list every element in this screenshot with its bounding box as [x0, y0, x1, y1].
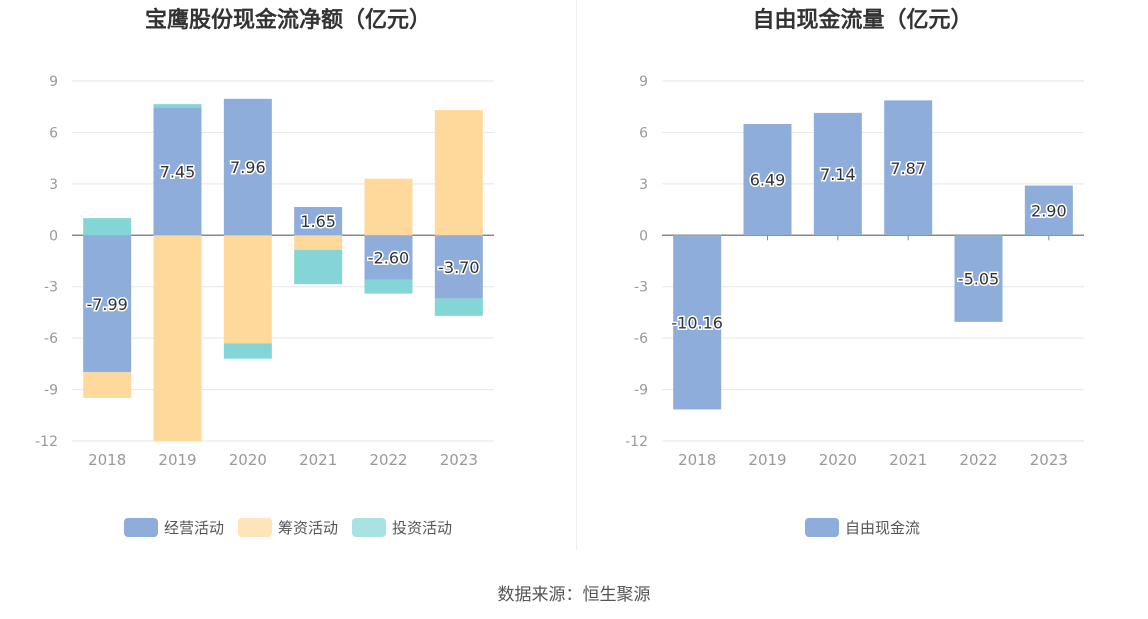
cashflow-chart-plot: 9 6 3 0 -3 -6 -9 -12 2018 2019 2020 2021 2022 2023 -7.…	[35, 74, 494, 469]
x-tick-label: 2020	[819, 451, 857, 469]
x-tick-label: 2019	[158, 451, 196, 469]
data-label: 7.45	[160, 162, 196, 181]
legend-label: 经营活动	[163, 519, 224, 537]
legend-swatch	[237, 518, 272, 537]
data-label: -2.60	[368, 249, 409, 268]
bar-投资活动-2022	[364, 279, 413, 294]
y-tick-label: -12	[35, 434, 58, 450]
legend-item[interactable]: 经营活动	[123, 517, 224, 538]
y-tick-label: -12	[625, 434, 648, 450]
bar-筹资活动-2018	[83, 372, 132, 398]
bar-经营活动-2019	[153, 107, 202, 236]
data-label: -5.05	[958, 270, 999, 289]
legend-item[interactable]: 投资活动	[352, 517, 452, 538]
x-tick-label: 2021	[299, 451, 337, 469]
legend-item[interactable]: 自由现金流	[804, 517, 920, 538]
data-label: -10.16	[671, 313, 723, 332]
bar-筹资活动-2022	[364, 178, 413, 236]
x-tick-label: 2021	[889, 451, 927, 469]
data-label: -7.99	[86, 295, 127, 314]
y-tick-label: 0	[49, 228, 58, 244]
legend-item[interactable]: 筹资活动	[237, 517, 338, 538]
data-source-note: 数据来源：恒生聚源	[497, 585, 651, 605]
legend-swatch	[123, 518, 158, 537]
x-tick-label: 2019	[748, 451, 786, 469]
bar-经营活动-2021	[294, 207, 343, 236]
bar-自由现金流-2021	[884, 100, 933, 236]
y-tick-label: 3	[49, 177, 58, 193]
x-tick-label: 2018	[88, 451, 126, 469]
bar-经营活动-2022	[364, 235, 413, 280]
legend-swatch	[352, 518, 386, 537]
y-tick-label: -9	[44, 383, 58, 399]
y-tick-label: 9	[49, 74, 58, 90]
data-label: 6.49	[750, 171, 786, 190]
y-tick-label: 9	[639, 74, 648, 90]
legend-swatch	[804, 518, 839, 537]
x-tick-label: 2023	[440, 451, 478, 469]
panel-divider	[576, 0, 577, 550]
y-tick-label: 6	[639, 125, 648, 141]
cashflow-chart-panel: 宝鹰股份现金流净额（亿元） 9 6 3 0 -3 -6 -9 -12 2018 2019 2020 2…	[0, 0, 576, 560]
bar-自由现金流-2018	[673, 235, 722, 410]
y-tick-label: -3	[44, 280, 58, 296]
bar-自由现金流-2020	[813, 112, 862, 236]
free-cashflow-chart-plot: 9 6 3 0 -3 -6 -9 -12 2018 2019 2020 2021 2022 2023 -10…	[625, 74, 1084, 469]
x-tick-label: 2022	[959, 451, 997, 469]
y-tick-label: -6	[634, 331, 648, 347]
bar-筹资活动-2020	[223, 235, 272, 344]
x-tick-label: 2020	[229, 451, 267, 469]
y-tick-label: 3	[639, 177, 648, 193]
bar-投资活动-2021	[294, 249, 343, 285]
chart-legend: 自由现金流	[577, 517, 1148, 538]
chart-legend: 经营活动 筹资活动 投资活动	[0, 517, 576, 538]
bar-经营活动-2018	[83, 235, 132, 373]
bar-经营活动-2023	[434, 235, 483, 299]
bar-投资活动-2018	[83, 218, 132, 236]
bar-投资活动-2020	[223, 343, 272, 359]
bar-筹资活动-2021	[294, 235, 343, 250]
data-label: -3.70	[438, 258, 479, 277]
legend-label: 投资活动	[392, 519, 453, 537]
y-tick-label: -6	[44, 331, 58, 347]
data-label: 7.96	[230, 158, 266, 177]
x-tick-label: 2018	[678, 451, 716, 469]
bar-经营活动-2020	[223, 98, 272, 236]
data-label: 7.14	[820, 165, 856, 184]
bar-自由现金流-2023	[1024, 185, 1073, 236]
legend-label: 自由现金流	[844, 519, 920, 537]
data-label: 7.87	[890, 159, 926, 178]
y-tick-label: -9	[634, 383, 648, 399]
y-tick-label: -3	[634, 280, 648, 296]
x-tick-label: 2022	[369, 451, 407, 469]
free-cashflow-chart-panel: 自由现金流量（亿元） 9 6 3 0 -3 -6 -9 -12 2018 2019 2020 2021…	[577, 0, 1148, 560]
bar-筹资活动-2019	[153, 235, 202, 441]
bar-自由现金流-2022	[954, 235, 1003, 322]
y-tick-label: 0	[639, 228, 648, 244]
chart-title: 自由现金流量（亿元）	[752, 8, 973, 33]
bar-筹资活动-2023	[434, 110, 483, 236]
chart-title: 宝鹰股份现金流净额（亿元）	[144, 8, 431, 33]
data-label: 2.90	[1031, 201, 1067, 220]
bar-投资活动-2019	[153, 104, 202, 108]
y-tick-label: 6	[49, 125, 58, 141]
x-tick-label: 2023	[1030, 451, 1068, 469]
bar-自由现金流-2019	[743, 124, 792, 236]
data-label: 1.65	[300, 212, 336, 231]
legend-label: 筹资活动	[277, 519, 338, 537]
bar-投资活动-2023	[434, 298, 483, 316]
